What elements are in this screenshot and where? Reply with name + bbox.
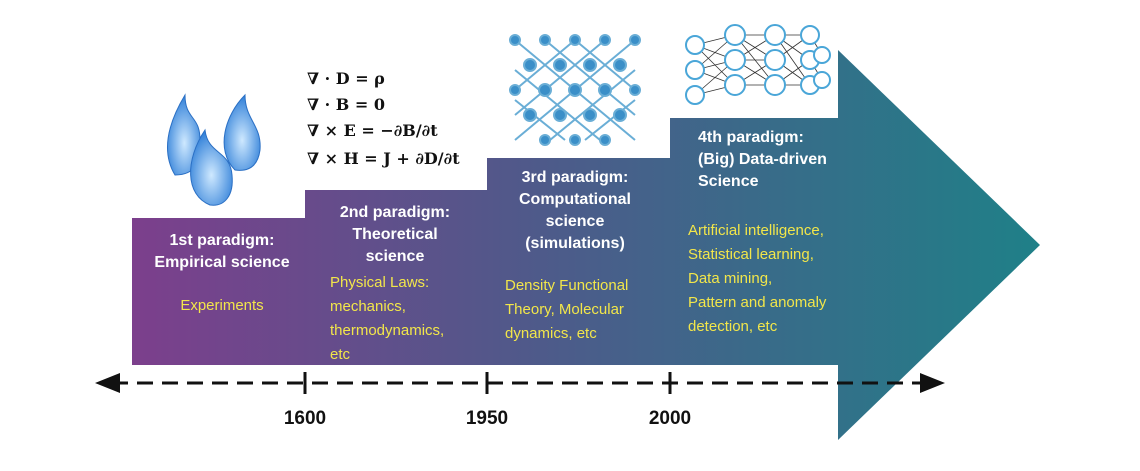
year-label: 1950 xyxy=(466,408,508,429)
paradigm-description: Physical Laws: xyxy=(330,274,429,291)
neural-network-icon xyxy=(685,24,831,105)
equation: ∇ × H = J + ∂D/∂t xyxy=(307,149,460,168)
paradigm-title: 3rd paradigm: xyxy=(522,169,629,186)
paradigm-description: etc xyxy=(330,346,351,363)
paradigm-description: Artificial intelligence, xyxy=(688,222,824,239)
paradigm-description: mechanics, xyxy=(330,298,406,315)
equation: ∇ · B = 0 xyxy=(307,95,385,114)
paradigm-description: thermodynamics, xyxy=(330,322,444,339)
paradigm-description: Statistical learning, xyxy=(688,246,814,263)
paradigm-title: (simulations) xyxy=(525,235,625,252)
paradigm-description: Density Functional xyxy=(505,277,628,294)
timeline xyxy=(95,372,945,394)
paradigm-description: Data mining, xyxy=(688,270,772,287)
equation: ∇ · D = ρ xyxy=(307,69,385,88)
paradigm-title: 2nd paradigm: xyxy=(340,204,450,221)
lattice-icon xyxy=(509,34,641,146)
flame-icon xyxy=(167,93,261,206)
staircase-arrow xyxy=(132,50,1040,440)
equation: ∇ × E = −∂B/∂t xyxy=(307,121,438,140)
paradigm-description: dynamics, etc xyxy=(505,325,597,342)
paradigm-title: 1st paradigm: xyxy=(170,232,275,249)
paradigm-title: Theoretical xyxy=(352,226,437,243)
paradigm-title: Computational xyxy=(519,191,631,208)
paradigm-title: science xyxy=(546,213,605,230)
paradigm-title: Science xyxy=(698,173,759,190)
paradigm-description: detection, etc xyxy=(688,318,778,335)
paradigm-title: Empirical science xyxy=(154,254,289,271)
paradigm-title: 4th paradigm: xyxy=(698,129,804,146)
paradigm-title: (Big) Data-driven xyxy=(698,151,827,168)
paradigm-title: science xyxy=(366,248,425,265)
year-label: 1600 xyxy=(284,408,326,429)
paradigm-description: Pattern and anomaly xyxy=(688,294,827,311)
paradigm-description: Theory, Molecular xyxy=(505,301,624,318)
paradigm-description: Experiments xyxy=(180,297,263,314)
year-label: 2000 xyxy=(649,408,691,429)
